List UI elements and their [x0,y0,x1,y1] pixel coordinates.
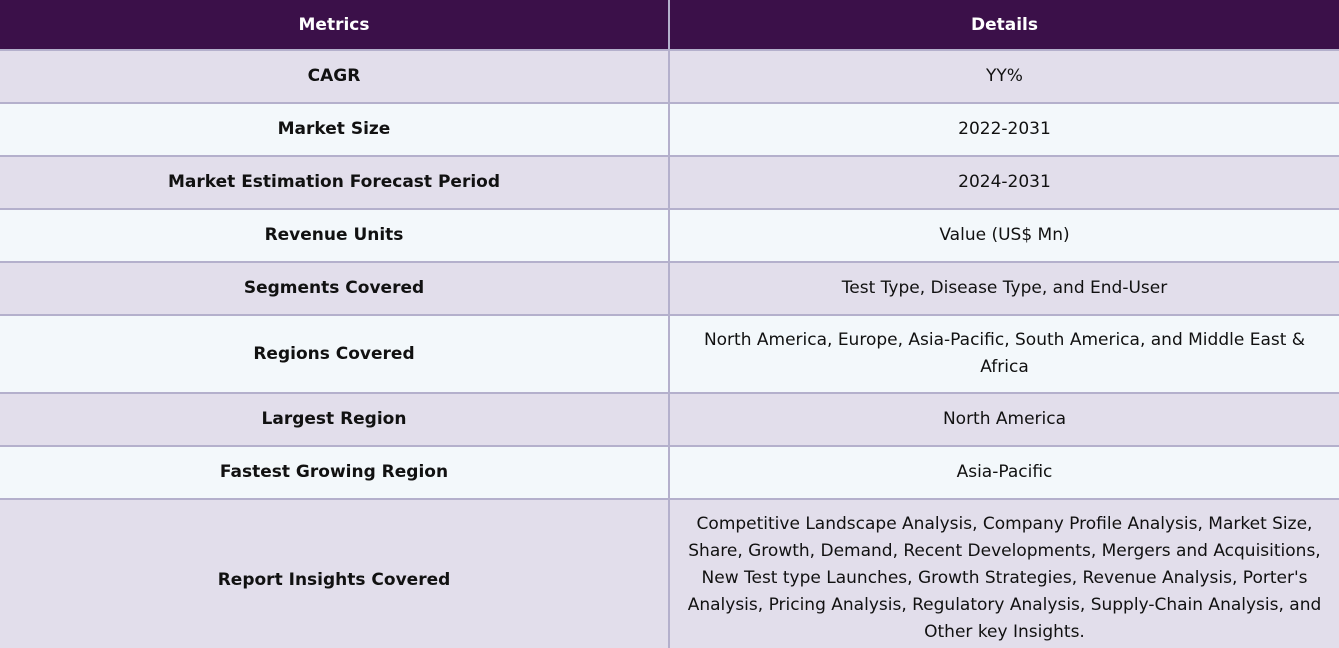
table-row: Regions Covered North America, Europe, A… [0,315,1339,394]
detail-cell: Competitive Landscape Analysis, Company … [669,499,1339,648]
table-row: Market Estimation Forecast Period 2024-2… [0,156,1339,210]
detail-cell: North America, Europe, Asia-Pacific, Sou… [669,315,1339,394]
table-row: Largest Region North America [0,393,1339,447]
detail-cell: Asia-Pacific [669,446,1339,500]
header-row: Metrics Details [0,0,1339,51]
detail-cell: Value (US$ Mn) [669,209,1339,263]
metric-cell: Largest Region [0,393,670,447]
table-row: Segments Covered Test Type, Disease Type… [0,262,1339,316]
metric-cell: CAGR [0,50,670,104]
metric-cell: Report Insights Covered [0,499,670,648]
table-row: Revenue Units Value (US$ Mn) [0,209,1339,263]
table-row: Fastest Growing Region Asia-Pacific [0,446,1339,500]
detail-cell: North America [669,393,1339,447]
detail-cell: 2024-2031 [669,156,1339,210]
detail-cell: Test Type, Disease Type, and End-User [669,262,1339,316]
table-row: Report Insights Covered Competitive Land… [0,499,1339,648]
table-row: Market Size 2022-2031 [0,103,1339,157]
metric-cell: Segments Covered [0,262,670,316]
table-body: CAGR YY% Market Size 2022-2031 Market Es… [0,50,1339,648]
metric-cell: Market Estimation Forecast Period [0,156,670,210]
metric-cell: Fastest Growing Region [0,446,670,500]
metric-cell: Revenue Units [0,209,670,263]
table-row: CAGR YY% [0,50,1339,104]
column-header-metrics: Metrics [0,0,670,51]
metric-cell: Market Size [0,103,670,157]
detail-cell: YY% [669,50,1339,104]
metric-cell: Regions Covered [0,315,670,394]
table-header: Metrics Details [0,0,1339,51]
detail-cell: 2022-2031 [669,103,1339,157]
column-header-details: Details [669,0,1339,51]
